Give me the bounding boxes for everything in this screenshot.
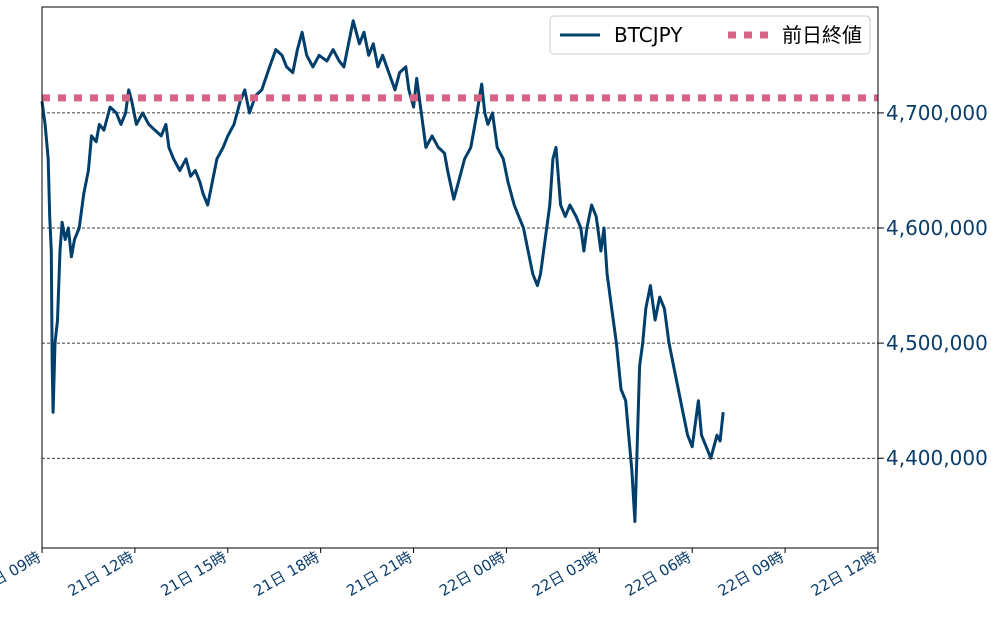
legend-label-btcjpy: BTCJPY [614, 23, 683, 47]
y-tick-label: 4,400,000 [886, 446, 988, 470]
legend-box [549, 15, 871, 55]
plot-frame [41, 6, 879, 549]
legend: BTCJPY 前日終値 [549, 15, 871, 55]
y-axis: 4,400,000 4,500,000 4,600,000 4,700,000 [878, 101, 988, 470]
legend-label-previous-close: 前日終値 [782, 23, 862, 47]
series-layer [40, 19, 878, 523]
y-tick-label: 4,600,000 [886, 216, 988, 240]
series-line-btcjpy [40, 19, 725, 523]
grid-lines [42, 112, 878, 459]
y-tick-label: 4,700,000 [886, 101, 988, 125]
y-tick-label: 4,500,000 [886, 331, 988, 355]
